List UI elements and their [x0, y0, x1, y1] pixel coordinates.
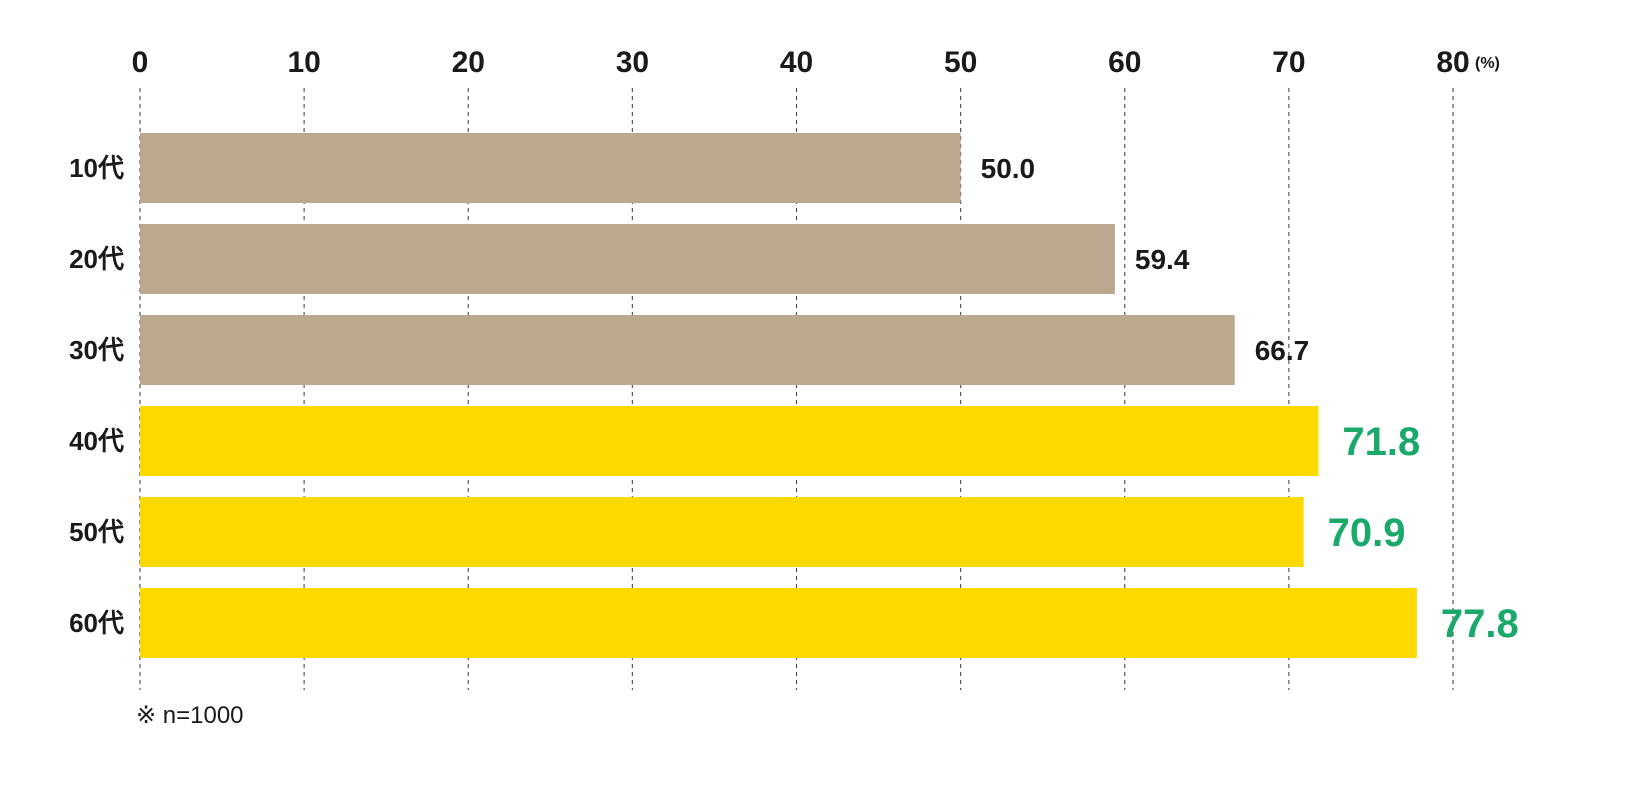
value-label: 66.7	[1255, 335, 1310, 366]
x-tick-label: 40	[780, 46, 813, 79]
value-label: 77.8	[1441, 602, 1519, 646]
bar	[140, 315, 1235, 385]
x-axis-unit-label: (%)	[1475, 55, 1500, 72]
x-tick-label: 20	[452, 46, 485, 79]
value-label: 50.0	[981, 153, 1036, 184]
x-axis-ticks: 0 10 20 30 40 50 60 70 80	[132, 46, 1470, 79]
bars	[140, 133, 1417, 658]
x-tick-label: 60	[1108, 46, 1141, 79]
bar	[140, 497, 1304, 567]
category-label: 60代	[69, 608, 124, 638]
x-tick-label: 80	[1436, 46, 1469, 79]
value-label: 59.4	[1135, 244, 1190, 275]
x-tick-label: 70	[1272, 46, 1305, 79]
category-label: 20代	[69, 244, 124, 274]
x-tick-label: 30	[616, 46, 649, 79]
bar	[140, 588, 1417, 658]
category-labels: 10代 20代 30代 40代 50代 60代	[69, 153, 124, 638]
sample-size-note: ※ n=1000	[136, 702, 244, 729]
value-labels: 50.0 59.4 66.7 71.8 70.9 77.8	[981, 153, 1519, 646]
value-label: 71.8	[1342, 420, 1420, 464]
bar	[140, 224, 1115, 294]
value-label: 70.9	[1328, 511, 1406, 555]
category-label: 50代	[69, 517, 124, 547]
category-label: 40代	[69, 426, 124, 456]
bar	[140, 133, 961, 203]
x-tick-label: 0	[132, 46, 149, 79]
bar	[140, 406, 1319, 476]
x-tick-label: 50	[944, 46, 977, 79]
x-tick-label: 10	[287, 46, 320, 79]
category-label: 30代	[69, 335, 124, 365]
category-label: 10代	[69, 153, 124, 183]
